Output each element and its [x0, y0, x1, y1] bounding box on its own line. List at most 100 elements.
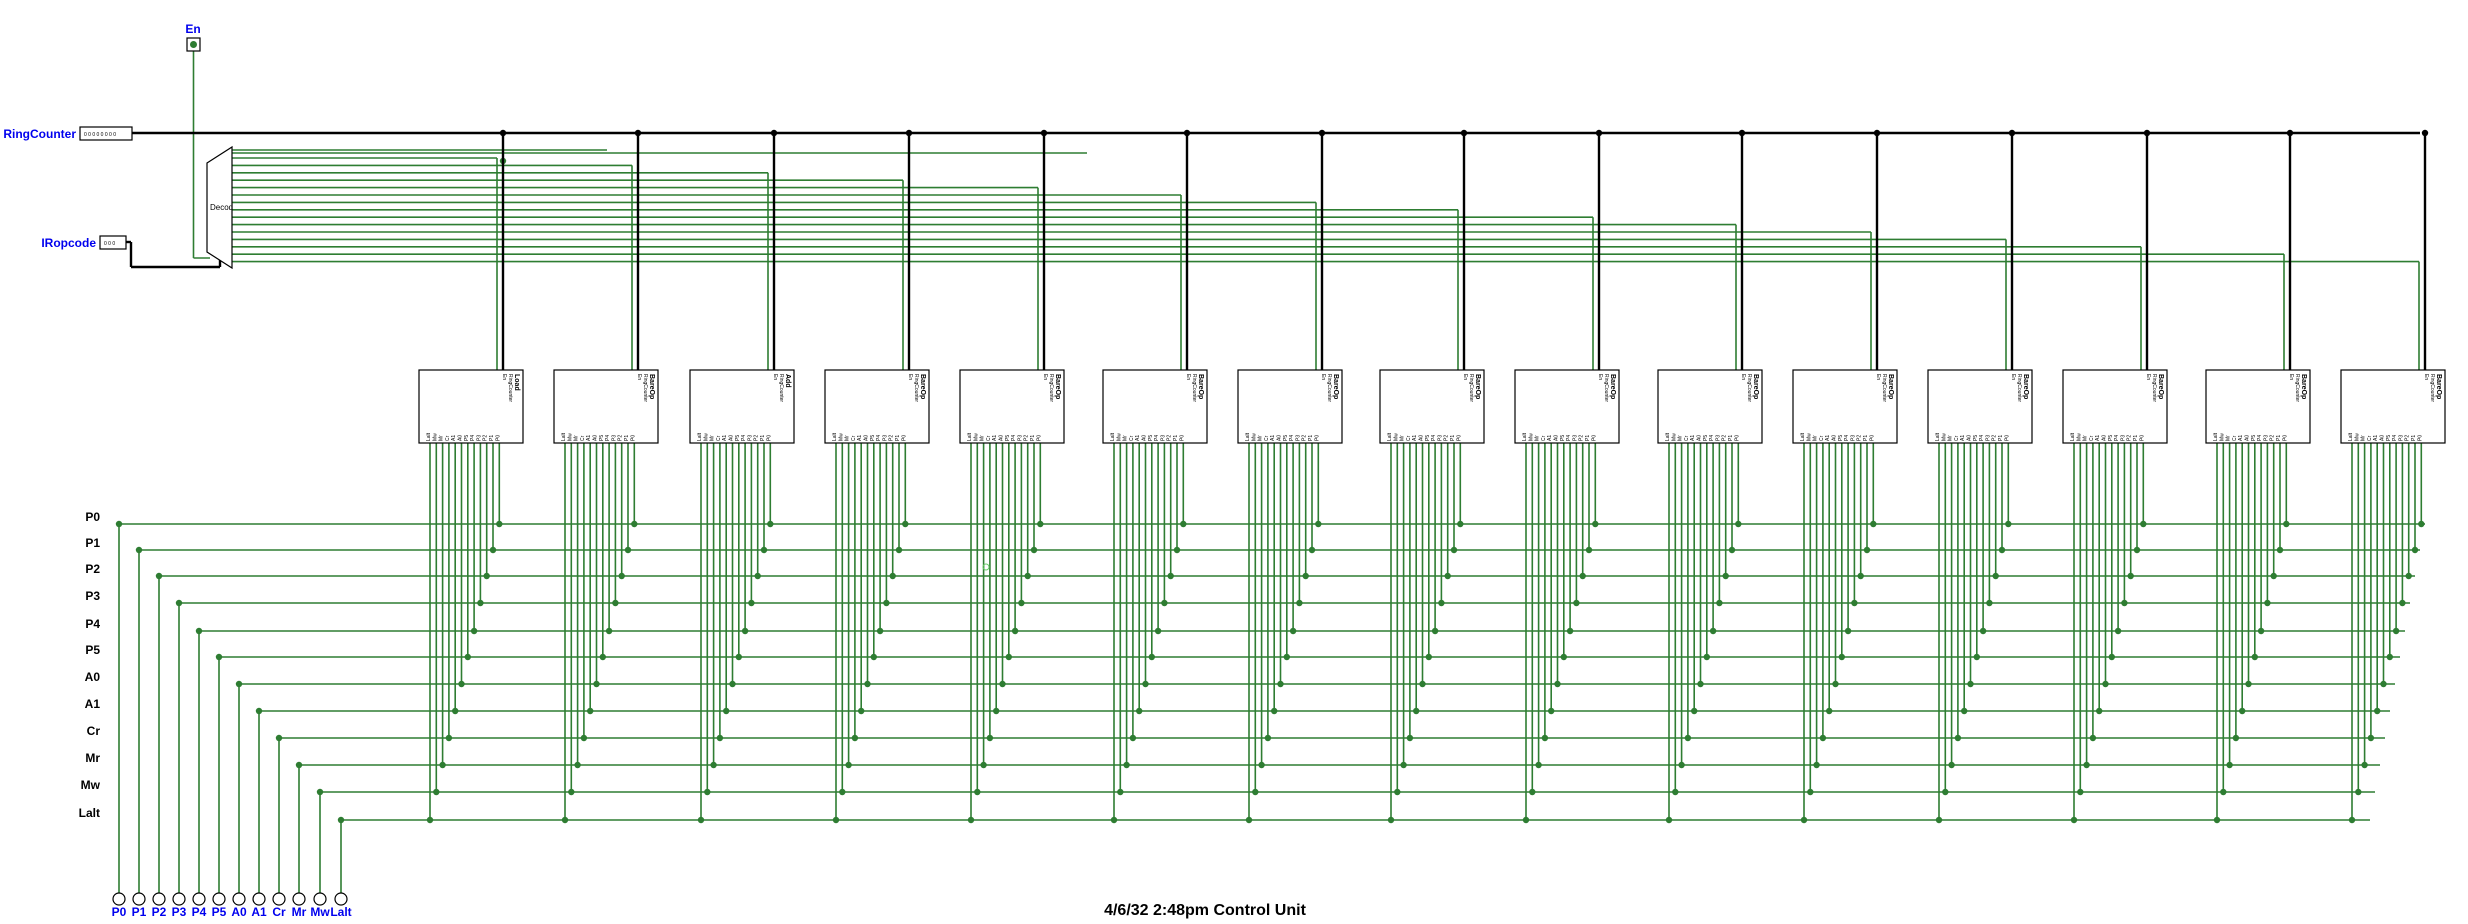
enable-input-pin[interactable]: En [185, 22, 201, 52]
subcircuit-pin-label: P3 [611, 435, 617, 441]
junction-dot [1844, 627, 1852, 635]
subcircuit-counter-label: RingCounter [642, 374, 648, 402]
ring-counter-input-pin[interactable]: 0 0 0 0 0 0 0 0 RingCounter [3, 126, 133, 141]
output-pin-label: A1 [251, 905, 267, 919]
subcircuit-counter-label: RingCounter [1191, 374, 1197, 402]
junction-dot [2102, 680, 2109, 688]
junction-dot [2348, 816, 2356, 824]
subcircuit-pin-label: P1 [2276, 435, 2282, 441]
junction-dot [883, 599, 890, 607]
subcircuit-pin-label: Cr [445, 435, 451, 441]
subcircuit-pin-label: P2 [1857, 435, 1863, 441]
junction-dot [2355, 788, 2362, 796]
subcircuit-pin-label: P3 [1437, 435, 1443, 441]
subcircuit-counter-label: RingCounter [1048, 374, 1054, 402]
subcircuit-pin-label: P4 [1011, 435, 1017, 441]
junction-dot [748, 599, 755, 607]
junction-dot [2089, 734, 2097, 742]
control-line-label: P1 [85, 536, 100, 550]
junction-dot [1709, 627, 1717, 635]
junction-dot [1450, 546, 1458, 554]
junction-dot [1573, 599, 1580, 607]
subcircuit-pin-label: P4 [1844, 435, 1850, 441]
junction-dot [1394, 788, 1401, 796]
junction-dot [729, 680, 736, 688]
subcircuit-pin-label: P3 [1572, 435, 1578, 441]
output-pin-label: Cr [272, 905, 286, 919]
junction-dot [754, 572, 761, 580]
junction-dot [2083, 761, 2090, 769]
subcircuit-pin-label: P4 [741, 435, 747, 441]
subcircuit-pin-label: P1 [489, 435, 495, 441]
subcircuit-pin-label: Cr [1954, 435, 1960, 441]
junction-dot [1142, 680, 1149, 688]
subcircuit-pin-label: P3 [747, 435, 753, 441]
subcircuit-title: BareOp [2300, 374, 2307, 399]
junction-dot [1529, 788, 1536, 796]
junction-dot [1961, 707, 1968, 715]
junction-dot [905, 129, 913, 137]
subcircuit-pin-label: P4 [1709, 435, 1715, 441]
junction-dot [1005, 653, 1012, 661]
junction-dot [716, 734, 724, 742]
junction-dot [1998, 546, 2006, 554]
subcircuit-pin-label: P5 [1838, 435, 1844, 441]
subcircuit-title: BareOp [2157, 374, 2164, 399]
junction-dot [1277, 680, 1284, 688]
subcircuit-pin-label: P0 [1591, 435, 1597, 441]
subcircuit-pin-label: P2 [1722, 435, 1728, 441]
subcircuit-enable-label: En [2145, 374, 2151, 380]
junction-dot [1548, 707, 1555, 715]
junction-dot [760, 546, 768, 554]
subcircuit-pin-label: A1 [586, 435, 592, 441]
subcircuit-pin-label: Lalt [426, 432, 432, 441]
subcircuit-pin-label: P2 [1992, 435, 1998, 441]
subcircuit-pin-label: P4 [1431, 435, 1437, 441]
subcircuit-pin-label: Mw [2219, 433, 2225, 441]
ir-opcode-input-pin[interactable]: 0 0 0 IRopcode [41, 235, 127, 250]
decoder[interactable]: Decod [206, 145, 233, 270]
output-pin-label: A0 [231, 905, 247, 919]
subcircuit-pin-label: Mw [1671, 433, 1677, 441]
subcircuit-title: BareOp [1054, 374, 1061, 399]
subcircuit-pin-label: P0 [2004, 435, 2010, 441]
subcircuit-box [418, 369, 524, 444]
subcircuit-pin-label: A1 [992, 435, 998, 441]
control-line-label: P5 [85, 643, 100, 657]
junction-dot [832, 816, 840, 824]
subcircuit-pin-label: P1 [624, 435, 630, 441]
subcircuit-pin-label: P5 [735, 435, 741, 441]
subcircuit-pin-label: Mw [1806, 433, 1812, 441]
control-line-label: Cr [87, 724, 101, 738]
junction-dot [489, 546, 497, 554]
subcircuit-box [1514, 369, 1620, 444]
junction-dot [2077, 788, 2084, 796]
subcircuit-pin-label: Mw [1528, 433, 1534, 441]
subcircuit-pin-label: Mr [2083, 435, 2089, 441]
subcircuit-pin-label: Lalt [1387, 432, 1393, 441]
junction-dot [1722, 572, 1729, 580]
subcircuit-box [2062, 369, 2168, 444]
caption: 4/6/32 2:48pm Control Unit [1104, 902, 1306, 919]
junction-dot [1684, 734, 1692, 742]
junction-dot [986, 734, 994, 742]
subcircuit-title: Add [784, 374, 791, 388]
junction-dot [1117, 788, 1124, 796]
junction-dot [1258, 761, 1265, 769]
subcircuit-pin-label: P2 [1579, 435, 1585, 441]
subcircuit-counter-label: RingCounter [1603, 374, 1609, 402]
subcircuit-pin-label: P1 [895, 435, 901, 441]
junction-dot [1826, 707, 1833, 715]
subcircuit-pin-label: Lalt [1522, 432, 1528, 441]
control-line-label: P3 [85, 589, 100, 603]
subcircuit-pin-label: A0 [1967, 435, 1973, 441]
subcircuit-pin-label: Cr [716, 435, 722, 441]
junction-dot [1585, 546, 1593, 554]
junction-dot [499, 129, 507, 137]
subcircuit-pin-label: P2 [618, 435, 624, 441]
junction-dot [1183, 129, 1191, 137]
subcircuit-pin-label: P2 [1302, 435, 1308, 441]
subcircuit-pin-label: P1 [1728, 435, 1734, 441]
